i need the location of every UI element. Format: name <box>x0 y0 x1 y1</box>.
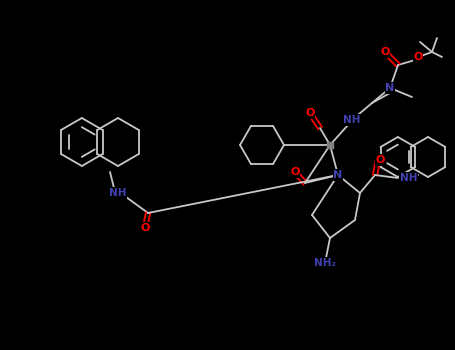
Text: NH: NH <box>343 115 361 125</box>
Text: N: N <box>334 170 343 180</box>
Text: NH: NH <box>400 173 418 183</box>
Text: NH: NH <box>343 115 361 125</box>
Text: O: O <box>290 167 300 177</box>
Text: N: N <box>385 83 394 93</box>
Text: NH₂: NH₂ <box>314 258 336 268</box>
Text: NH₂: NH₂ <box>314 258 336 268</box>
Text: O: O <box>140 223 150 233</box>
Text: O: O <box>305 108 315 118</box>
Text: O: O <box>305 108 315 118</box>
Text: O: O <box>413 52 423 62</box>
Text: N: N <box>334 170 343 180</box>
Text: NH: NH <box>400 173 418 183</box>
Text: NH: NH <box>109 188 127 198</box>
Text: O: O <box>375 155 384 165</box>
Text: N: N <box>385 83 394 93</box>
Text: NH: NH <box>109 188 127 198</box>
Text: O: O <box>140 223 150 233</box>
Text: O: O <box>375 155 384 165</box>
Text: O: O <box>413 52 423 62</box>
Text: O: O <box>290 167 300 177</box>
Text: O: O <box>380 47 389 57</box>
Text: O: O <box>380 47 389 57</box>
